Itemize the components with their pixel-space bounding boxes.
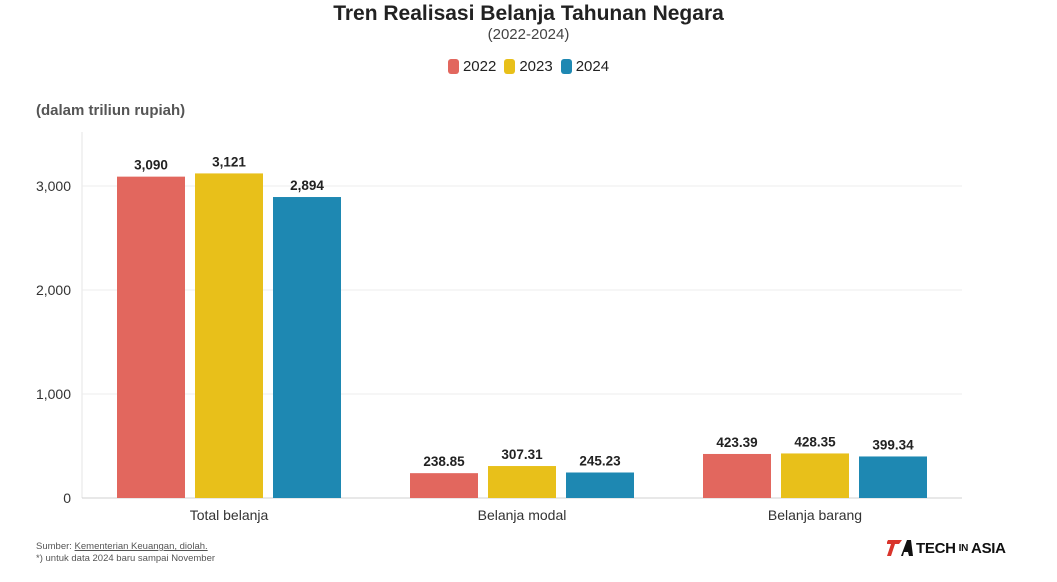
- legend-swatch-2023: [504, 59, 516, 74]
- bar-2022-0: [117, 176, 185, 498]
- y-tick-label: 1,000: [36, 386, 71, 402]
- legend-label-2023: 2023: [519, 58, 553, 75]
- bar-2022-1: [410, 473, 478, 498]
- bar-2023-0: [195, 173, 263, 498]
- source-prefix: Sumber:: [36, 541, 75, 552]
- y-tick-label: 0: [63, 490, 71, 506]
- bar-chart: 0 1,000 2,000 3,000 3,090 3,121 2,894 Total bel…: [36, 132, 962, 523]
- chart-subtitle: (2022-2024): [487, 26, 570, 43]
- chart-title: Tren Realisasi Belanja Tahunan Negara: [333, 2, 724, 25]
- legend-item-2024[interactable]: 2024: [560, 58, 610, 75]
- data-label: 399.34: [872, 437, 914, 452]
- legend-swatch-2024: [560, 59, 572, 74]
- data-label: 2,894: [290, 178, 324, 193]
- techinasia-logo-icon: [887, 540, 913, 556]
- source-line: Sumber: Kementerian Keuangan, diolah.: [36, 541, 215, 553]
- unit-label: (dalam triliun rupiah): [36, 102, 186, 119]
- bar-2023-1: [488, 466, 556, 498]
- footnote: *) untuk data 2024 baru sampai November: [36, 553, 216, 564]
- legend-item-2022[interactable]: 2022: [447, 58, 497, 75]
- data-label: 245.23: [579, 453, 621, 468]
- data-label: 3,090: [134, 158, 168, 173]
- source-link[interactable]: Kementerian Keuangan, diolah.: [74, 541, 208, 552]
- data-label: 307.31: [501, 447, 543, 462]
- data-label: 3,121: [212, 154, 246, 169]
- legend-label-2022: 2022: [462, 58, 497, 75]
- x-tick-label: Belanja barang: [768, 507, 862, 523]
- y-tick-label: 2,000: [36, 282, 71, 298]
- logo-text-in: IN: [958, 542, 969, 554]
- legend-label-2024: 2024: [575, 58, 610, 75]
- y-tick-label: 3,000: [36, 178, 71, 194]
- source-note: Sumber: Kementerian Keuangan, diolah. *)…: [36, 541, 215, 565]
- logo-text-tech: TECH: [916, 539, 956, 557]
- x-tick-label: Belanja modal: [478, 507, 567, 523]
- data-label: 423.39: [716, 435, 757, 450]
- data-label: 428.35: [794, 434, 836, 449]
- bar-2024-2: [859, 456, 927, 498]
- bar-2023-2: [781, 453, 849, 498]
- legend-swatch-2022: [447, 59, 459, 74]
- legend-item-2023[interactable]: 2023: [504, 58, 553, 75]
- bar-2022-2: [703, 453, 771, 498]
- bar-2024-1: [566, 472, 634, 498]
- techinasia-logo: TECH IN ASIA: [887, 539, 1006, 557]
- data-label: 238.85: [423, 454, 465, 469]
- legend: 2022 2023 2024: [0, 58, 1057, 75]
- bar-2024-0: [273, 197, 341, 499]
- x-tick-label: Total belanja: [190, 507, 269, 523]
- logo-text-asia: ASIA: [971, 539, 1006, 557]
